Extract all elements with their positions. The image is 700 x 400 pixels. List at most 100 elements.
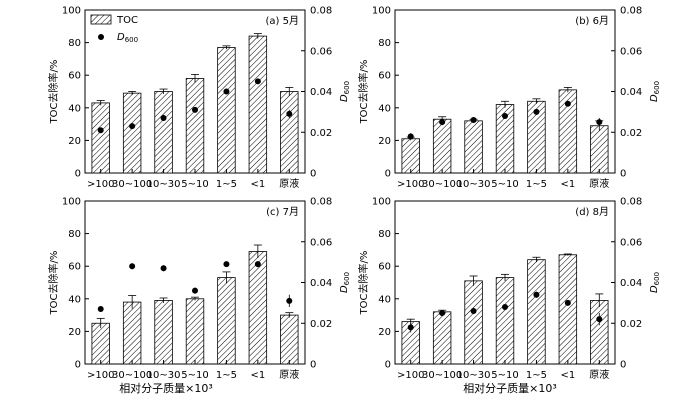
y-tick-label: 60 [68, 262, 81, 273]
data-point [564, 299, 571, 306]
y-tick-label: 40 [378, 294, 391, 305]
y-tick-label: 60 [378, 71, 391, 82]
x-tick-label: <1 [560, 370, 575, 381]
y-tick-label: 100 [372, 197, 391, 208]
y-axis-label: TOC去除率/% [47, 251, 60, 316]
legend-dot-label: D600 [117, 32, 138, 44]
data-point [286, 110, 293, 117]
y-tick-label: 40 [68, 103, 81, 114]
data-point [564, 100, 571, 107]
bar [185, 298, 205, 365]
y-tick-label: 60 [378, 262, 391, 273]
y-tick-label: 0 [385, 360, 391, 371]
x-tick-label: >100 [397, 370, 424, 381]
y-axis-label: TOC去除率/% [357, 60, 370, 125]
y2-axis-label: D600 [339, 81, 351, 102]
y2-tick-label: 0.06 [310, 237, 332, 248]
x-tick-label: 1~5 [216, 370, 237, 381]
bar [91, 322, 110, 365]
x-tick-label: 30~100 [112, 179, 152, 190]
x-axis-title-right: 相对分子质量×10³ [463, 381, 557, 395]
y-axis-label: TOC去除率/% [47, 60, 60, 125]
data-point [254, 261, 261, 268]
bar [217, 47, 236, 174]
data-point [254, 78, 261, 85]
y-tick-label: 80 [68, 229, 81, 240]
y-tick-label: 80 [378, 38, 391, 49]
y2-tick-label: 0.08 [310, 6, 332, 17]
data-point [407, 133, 414, 140]
bar [217, 277, 236, 365]
legend-bar-swatch [90, 14, 112, 25]
bar [280, 314, 299, 365]
x-tick-label: 30~100 [422, 370, 462, 381]
bar [527, 259, 546, 365]
y-tick-label: 100 [372, 6, 391, 17]
bar [280, 91, 299, 174]
bar [590, 300, 609, 365]
legend-bar-label: TOC [116, 15, 138, 26]
y-tick-label: 100 [62, 6, 81, 17]
data-point [223, 88, 230, 95]
x-tick-label: 30~100 [112, 370, 152, 381]
y2-tick-label: 0.06 [620, 237, 642, 248]
y-tick-label: 0 [385, 169, 391, 180]
y2-tick-label: 0.02 [310, 128, 332, 139]
chart-panel: 02040608010000.020.040.060.08>10030~1001… [47, 6, 351, 191]
x-tick-label: <1 [560, 179, 575, 190]
data-point [439, 310, 446, 317]
legend: TOC D600 [90, 14, 138, 44]
bar [248, 35, 268, 174]
bar [122, 301, 142, 365]
bar [464, 120, 483, 174]
bar [464, 280, 483, 365]
legend-dot-swatch [98, 34, 104, 40]
x-tick-label: 10~30 [457, 370, 491, 381]
x-tick-label: <1 [250, 179, 265, 190]
y-tick-label: 80 [68, 38, 81, 49]
data-point [470, 308, 477, 315]
x-tick-label: >100 [87, 179, 114, 190]
y-tick-label: 100 [62, 197, 81, 208]
x-tick-label: 10~30 [457, 179, 491, 190]
x-tick-label: >100 [87, 370, 114, 381]
x-tick-label: 5~10 [181, 179, 208, 190]
bar [558, 254, 578, 365]
data-point [596, 119, 603, 126]
x-tick-label: 原液 [589, 177, 609, 190]
y-tick-label: 20 [68, 327, 81, 338]
data-point [502, 112, 508, 119]
y2-tick-label: 0 [310, 169, 316, 180]
data-point [129, 123, 136, 130]
y2-tick-label: 0.04 [620, 278, 642, 289]
data-point [160, 114, 167, 121]
bar [248, 251, 268, 365]
x-tick-label: 5~10 [181, 370, 208, 381]
bar [154, 91, 173, 174]
y2-tick-label: 0 [620, 169, 626, 180]
panel-title: (c) 7月 [266, 206, 299, 218]
x-tick-label: <1 [250, 370, 265, 381]
x-axis-title: 相对分子质量×10³ [119, 381, 213, 395]
x-tick-label: 原液 [589, 368, 609, 381]
y2-tick-label: 0.04 [310, 278, 332, 289]
y-tick-label: 80 [378, 229, 391, 240]
y-tick-label: 40 [378, 103, 391, 114]
x-tick-label: 30~100 [422, 179, 462, 190]
y2-tick-label: 0.04 [310, 87, 332, 98]
data-point [596, 316, 603, 323]
bar [432, 311, 452, 365]
chart-panel: 02040608010000.020.040.060.08>10030~1001… [357, 197, 661, 382]
x-tick-label: 原液 [279, 177, 299, 190]
bar [590, 125, 609, 174]
y2-axis-label: D600 [649, 272, 661, 293]
chart-panel: 02040608010000.020.040.060.08>10030~1001… [357, 6, 661, 191]
bar [122, 92, 142, 174]
y2-tick-label: 0.08 [620, 6, 642, 17]
x-tick-label: 1~5 [526, 179, 547, 190]
y2-tick-label: 0.02 [620, 128, 642, 139]
data-point [192, 106, 198, 113]
data-point [470, 117, 477, 124]
x-tick-label: 1~5 [526, 370, 547, 381]
